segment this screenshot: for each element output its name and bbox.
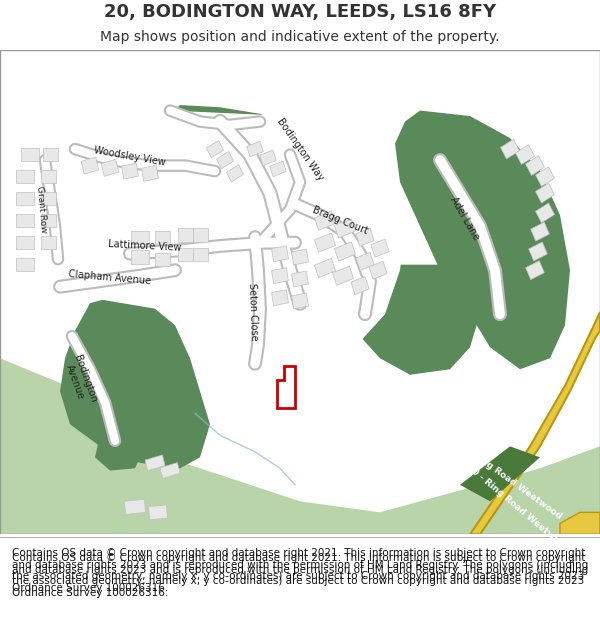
Bar [530, 222, 550, 241]
Text: 20, BODINGTON WAY, LEEDS, LS16 8FY: 20, BODINGTON WAY, LEEDS, LS16 8FY [104, 4, 496, 21]
Bar [217, 151, 233, 169]
Text: Adel Lane: Adel Lane [449, 195, 481, 242]
Text: Bodington Way: Bodington Way [275, 116, 325, 182]
Polygon shape [560, 512, 600, 534]
Bar [314, 211, 335, 230]
Bar [125, 499, 145, 514]
Bar [41, 192, 56, 205]
Polygon shape [460, 446, 540, 501]
Text: Lattimore View: Lattimore View [108, 239, 182, 253]
Bar [314, 233, 335, 253]
Text: Map shows position and indicative extent of the property.: Map shows position and indicative extent… [100, 31, 500, 44]
Text: Contains OS data © Crown copyright and database right 2021. This information is : Contains OS data © Crown copyright and d… [12, 553, 588, 598]
Bar [332, 266, 353, 285]
Bar [526, 156, 544, 176]
Bar [334, 242, 356, 261]
Bar [193, 228, 208, 241]
Text: Seton Close: Seton Close [247, 283, 259, 341]
Bar [178, 248, 193, 261]
Text: Contains OS data © Crown copyright and database right 2021. This information is : Contains OS data © Crown copyright and d… [12, 548, 588, 592]
Bar [356, 228, 374, 246]
Bar [371, 239, 389, 257]
Bar [292, 293, 308, 309]
Bar [292, 271, 308, 287]
Polygon shape [0, 358, 110, 534]
Text: A6120 - Ring Road Weetwood: A6120 - Ring Road Weetwood [450, 450, 570, 553]
Polygon shape [60, 292, 210, 468]
Text: Grant Row: Grant Row [35, 186, 49, 234]
Bar [536, 167, 554, 186]
Bar [155, 253, 170, 266]
Bar [272, 290, 289, 306]
Polygon shape [395, 111, 570, 369]
Bar [515, 145, 535, 164]
Bar [178, 228, 193, 241]
Bar [206, 141, 224, 158]
Polygon shape [165, 105, 310, 154]
Bar [369, 261, 387, 279]
Bar [270, 161, 286, 177]
Bar [536, 203, 554, 222]
Bar [16, 170, 34, 183]
Bar [122, 163, 139, 179]
Polygon shape [0, 424, 600, 534]
Polygon shape [40, 111, 405, 358]
Bar [247, 141, 263, 157]
Bar [334, 219, 356, 238]
Polygon shape [345, 264, 480, 375]
Bar [149, 505, 167, 520]
Bar [272, 268, 289, 284]
Bar [16, 258, 34, 271]
Bar [21, 148, 39, 161]
Bar [260, 150, 276, 166]
Text: Bodington
Avenue: Bodington Avenue [61, 353, 98, 408]
Bar [101, 159, 119, 176]
Text: Clapham Avenue: Clapham Avenue [68, 269, 152, 286]
Polygon shape [470, 312, 600, 534]
Bar [314, 258, 335, 278]
Bar [145, 455, 165, 471]
Bar [193, 248, 208, 261]
Text: Bragg Court: Bragg Court [311, 205, 369, 236]
Bar [142, 166, 158, 181]
Bar [131, 231, 149, 244]
Bar [41, 170, 56, 183]
Bar [81, 157, 99, 174]
Bar [16, 214, 34, 228]
Bar [536, 183, 554, 203]
Bar [16, 236, 34, 249]
Bar [160, 462, 180, 478]
Text: A6120 - Ring Road Weetwood: A6120 - Ring Road Weetwood [437, 426, 563, 521]
Bar [500, 139, 520, 159]
Bar [131, 251, 149, 264]
Bar [43, 148, 58, 161]
Bar [226, 164, 244, 182]
Bar [272, 246, 289, 262]
Bar [351, 276, 369, 294]
Bar [529, 242, 547, 261]
Text: Woodsley View: Woodsley View [94, 146, 167, 168]
Bar [41, 214, 56, 228]
Bar [155, 231, 170, 244]
Bar [41, 236, 56, 249]
Polygon shape [95, 430, 145, 471]
Bar [16, 192, 34, 205]
Bar [356, 253, 374, 271]
Bar [526, 261, 544, 279]
Bar [292, 249, 308, 265]
